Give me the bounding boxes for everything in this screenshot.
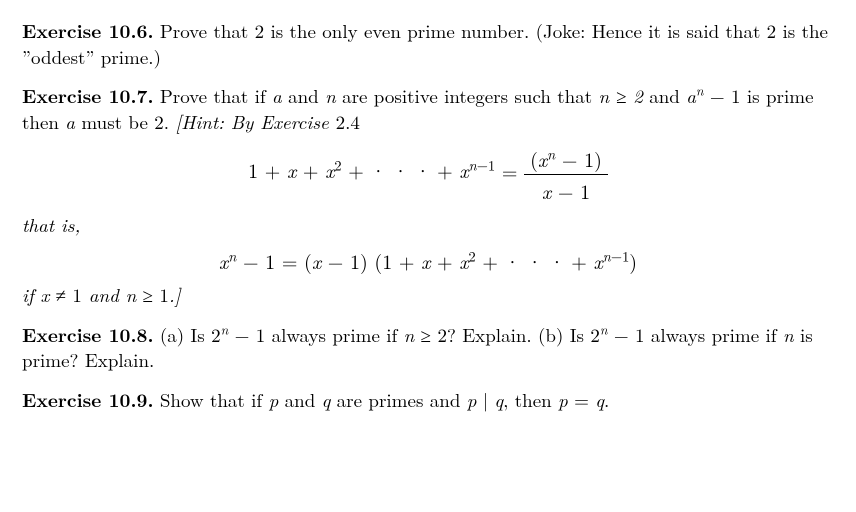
math-expr: p = q (558, 386, 604, 413)
text: , then (503, 386, 558, 413)
hint-open: [Hint: By Exercise (175, 108, 335, 135)
math-expr: an − 1 (686, 82, 740, 109)
exercise-10-7: Exercise 10.7. Prove that if a and n are… (22, 83, 834, 308)
that-is: that is, (22, 212, 834, 238)
text: . (604, 386, 609, 413)
exercise-label: Exercise 10.8. (22, 320, 154, 348)
text: .] (169, 281, 181, 308)
exercise-10-9: Exercise 10.9. Show that if p and q are … (22, 387, 834, 413)
math-expr: 2n − 1 (211, 321, 265, 348)
math-var: n (325, 82, 336, 109)
text: and (278, 386, 321, 413)
text: and (643, 82, 686, 109)
math-var: n (783, 321, 794, 348)
text: Prove that if (160, 82, 272, 109)
exercise-10-6: Exercise 10.6. Prove that 2 is the only … (22, 18, 834, 69)
exercise-label: Exercise 10.7. (22, 81, 154, 109)
numerator: (xn − 1) (524, 145, 608, 175)
math-expr: n ≥ 2 (404, 321, 447, 348)
math-expr: 2n − 1 (590, 321, 644, 348)
equation-display-2: xn − 1 = (x − 1) (1 + x + x2 + · · · + x… (22, 247, 834, 274)
exercise-10-8: Exercise 10.8. (a) Is 2n − 1 always prim… (22, 322, 834, 373)
text: and (282, 82, 325, 109)
text: if (22, 281, 40, 308)
text: are positive integers such that (336, 82, 599, 109)
math-expr: p | q (467, 386, 503, 413)
fraction: (xn − 1) x − 1 (524, 145, 608, 204)
exercise-label: Exercise 10.9. (22, 385, 154, 413)
math-expr: n ≥ 2 (598, 82, 642, 109)
eq-lhs: 1 + x + x2 + · · · + xn−1 (248, 155, 495, 184)
text: always prime if (265, 321, 403, 348)
hint-condition: if x ≠ 1 and n ≥ 1.] (22, 282, 834, 308)
text: Show that if (160, 386, 269, 413)
text: ? Explain. (b) Is (447, 321, 590, 348)
text: must be 2. (75, 108, 175, 135)
text: are primes and (330, 386, 466, 413)
math-var: p (269, 386, 279, 413)
text: (a) Is (160, 321, 211, 348)
denominator: x − 1 (524, 175, 608, 204)
equation-display-1: 1 + x + x2 + · · · + xn−1 = (xn − 1) x −… (22, 145, 834, 204)
math-expr: n ≥ 1 (126, 281, 169, 308)
text: and (82, 281, 126, 308)
exercise-label: Exercise 10.6. (22, 16, 154, 44)
math-var: a (272, 82, 282, 109)
text: always prime if (645, 321, 783, 348)
eq-sign: = (502, 155, 524, 184)
hint-ref: 2.4 (336, 108, 360, 135)
hint-text: [Hint: By Exercise (175, 108, 335, 135)
math-var: a (65, 108, 75, 135)
math-expr: x ≠ 1 (40, 281, 81, 308)
